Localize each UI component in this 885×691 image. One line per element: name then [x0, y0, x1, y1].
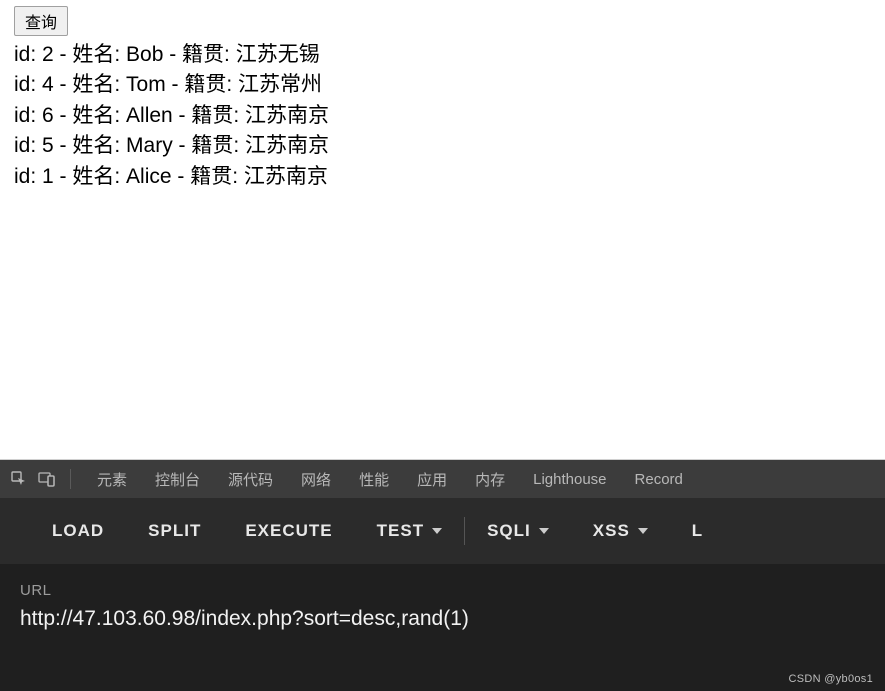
query-results: id: 2 - 姓名: Bob - 籍贯: 江苏无锡id: 4 - 姓名: To…: [14, 40, 871, 192]
action-label: TEST: [377, 521, 424, 541]
chevron-down-icon: [638, 528, 648, 534]
result-row: id: 5 - 姓名: Mary - 籍贯: 江苏南京: [14, 131, 871, 161]
action-xss-button[interactable]: XSS: [571, 498, 670, 564]
action-label: SPLIT: [148, 521, 201, 541]
action-l-button[interactable]: L: [670, 498, 725, 564]
action-sqli-button[interactable]: SQLI: [465, 498, 571, 564]
browser-page: 查询 id: 2 - 姓名: Bob - 籍贯: 江苏无锡id: 4 - 姓名:…: [0, 0, 885, 460]
chevron-down-icon: [539, 528, 549, 534]
action-load-button[interactable]: LOAD: [30, 498, 126, 564]
chevron-down-icon: [432, 528, 442, 534]
devtools-tab-lighthouse[interactable]: Lighthouse: [519, 460, 620, 498]
device-toggle-icon[interactable]: [38, 470, 56, 488]
query-button[interactable]: 查询: [14, 6, 68, 36]
action-execute-button[interactable]: EXECUTE: [223, 498, 354, 564]
action-label: L: [692, 521, 703, 541]
action-label: XSS: [593, 521, 630, 541]
devtools-tab-应用[interactable]: 应用: [403, 460, 461, 498]
watermark-text: CSDN @yb0os1: [789, 673, 873, 685]
result-row: id: 6 - 姓名: Allen - 籍贯: 江苏南京: [14, 101, 871, 131]
devtools-tab-网络[interactable]: 网络: [287, 460, 345, 498]
result-row: id: 2 - 姓名: Bob - 籍贯: 江苏无锡: [14, 40, 871, 70]
devtools-tab-元素[interactable]: 元素: [83, 460, 141, 498]
tabstrip-divider: [70, 469, 71, 489]
result-row: id: 4 - 姓名: Tom - 籍贯: 江苏常州: [14, 70, 871, 100]
devtools-tab-源代码[interactable]: 源代码: [214, 460, 287, 498]
action-split-button[interactable]: SPLIT: [126, 498, 223, 564]
url-panel: URL http://47.103.60.98/index.php?sort=d…: [0, 564, 885, 691]
action-label: LOAD: [52, 521, 104, 541]
url-label: URL: [20, 582, 865, 599]
devtools-tab-record[interactable]: Record: [621, 460, 697, 498]
extension-action-bar: LOAD SPLIT EXECUTE TEST SQLI XSS L: [0, 498, 885, 564]
action-label: EXECUTE: [245, 521, 332, 541]
action-test-button[interactable]: TEST: [355, 498, 464, 564]
inspect-icon[interactable]: [10, 470, 28, 488]
result-row: id: 1 - 姓名: Alice - 籍贯: 江苏南京: [14, 162, 871, 192]
devtools-tab-性能[interactable]: 性能: [345, 460, 403, 498]
devtools-tab-内存[interactable]: 内存: [461, 460, 519, 498]
devtools-tabstrip: 元素控制台源代码网络性能应用内存LighthouseRecord: [0, 460, 885, 498]
url-value[interactable]: http://47.103.60.98/index.php?sort=desc,…: [20, 607, 865, 631]
action-label: SQLI: [487, 521, 531, 541]
devtools-tab-控制台[interactable]: 控制台: [141, 460, 214, 498]
